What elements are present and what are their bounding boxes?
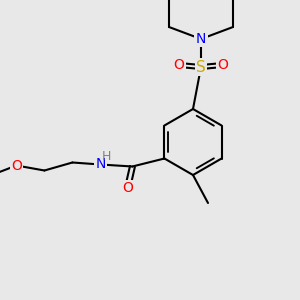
Text: O: O xyxy=(122,182,133,196)
Text: O: O xyxy=(218,58,228,72)
Text: N: N xyxy=(95,158,106,172)
Text: O: O xyxy=(174,58,184,72)
Text: N: N xyxy=(196,32,206,46)
Text: N: N xyxy=(196,32,206,46)
Text: S: S xyxy=(196,59,206,74)
Text: H: H xyxy=(102,150,111,163)
Text: O: O xyxy=(11,158,22,172)
